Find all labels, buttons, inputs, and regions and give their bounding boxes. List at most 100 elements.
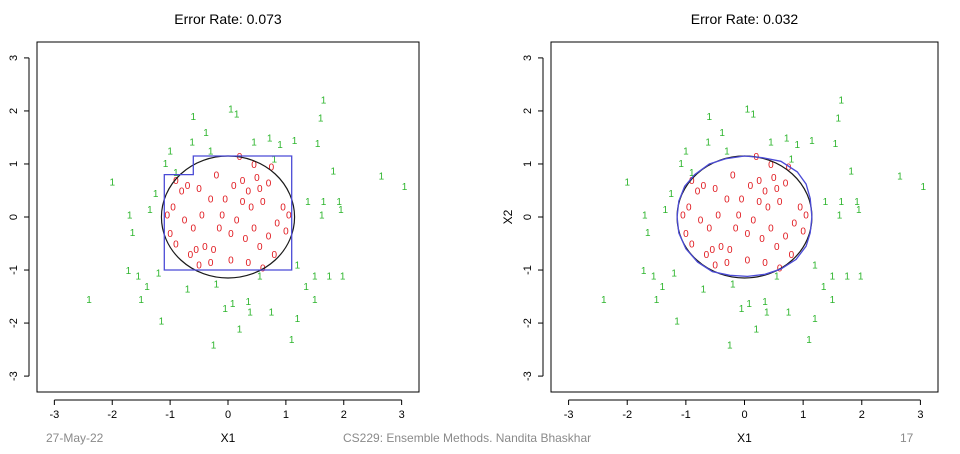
data-point-class-1: 1	[671, 269, 677, 280]
data-point-class-1: 1	[689, 168, 695, 179]
data-point-class-1: 1	[739, 304, 745, 315]
data-point-class-1: 1	[303, 282, 309, 293]
data-point-class-1: 1	[315, 139, 321, 150]
x-axis-label: X1	[737, 431, 752, 445]
data-point-class-1: 1	[203, 128, 209, 139]
data-point-class-0: 0	[783, 232, 789, 243]
data-point-class-1: 1	[277, 140, 283, 151]
data-point-class-0: 0	[701, 181, 707, 192]
data-point-class-1: 1	[251, 138, 257, 149]
data-point-class-1: 1	[897, 172, 903, 183]
data-point-class-1: 1	[153, 189, 159, 200]
data-point-class-1: 1	[228, 104, 234, 115]
y-tick-label: -1	[522, 265, 534, 275]
data-point-class-1: 1	[126, 266, 132, 277]
x-tick-label: 2	[859, 409, 865, 421]
data-point-class-1: 1	[724, 147, 730, 158]
data-point-class-0: 0	[745, 229, 751, 240]
data-point-class-1: 1	[189, 138, 195, 149]
data-point-class-0: 0	[211, 245, 217, 256]
data-point-class-0: 0	[698, 216, 704, 227]
data-point-class-1: 1	[654, 295, 660, 306]
x-tick-label: 3	[917, 409, 923, 421]
y-tick-label: 0	[8, 214, 20, 220]
x-tick-label: 1	[800, 409, 806, 421]
data-point-class-0: 0	[248, 202, 254, 213]
x-axis-label: X1	[221, 431, 236, 445]
data-point-class-1: 1	[786, 307, 792, 318]
data-point-class-1: 1	[774, 271, 780, 282]
data-point-class-0: 0	[689, 240, 695, 251]
data-point-class-0: 0	[680, 210, 686, 221]
data-point-class-0: 0	[283, 226, 289, 237]
data-point-class-1: 1	[784, 133, 790, 144]
data-point-class-1: 1	[858, 271, 864, 282]
data-point-class-0: 0	[217, 224, 223, 235]
data-point-class-1: 1	[138, 295, 144, 306]
data-point-class-0: 0	[724, 258, 730, 269]
data-point-class-1: 1	[701, 285, 707, 296]
x-tick-label: 3	[399, 409, 405, 421]
data-point-class-0: 0	[190, 224, 196, 235]
data-point-class-0: 0	[214, 171, 220, 182]
data-point-class-1: 1	[601, 295, 607, 306]
data-point-class-1: 1	[305, 197, 311, 208]
data-point-class-0: 0	[173, 176, 179, 187]
data-point-class-1: 1	[794, 140, 800, 151]
data-point-class-0: 0	[751, 216, 757, 227]
data-point-class-1: 1	[833, 139, 839, 150]
data-point-class-1: 1	[295, 261, 301, 272]
data-point-class-0: 0	[208, 258, 214, 269]
data-point-class-1: 1	[809, 136, 815, 147]
data-point-class-1: 1	[327, 271, 333, 282]
chart-panel-1: Error Rate: 0.073-3 -2 -1 0 1 2 3-3-2-10123X11…	[8, 11, 420, 445]
data-point-class-0: 0	[789, 250, 795, 261]
data-point-class-1: 1	[163, 159, 169, 170]
data-point-class-0: 0	[712, 261, 718, 272]
data-point-class-1: 1	[806, 335, 812, 346]
data-point-class-0: 0	[792, 218, 798, 229]
data-point-class-1: 1	[127, 210, 133, 221]
data-point-class-1: 1	[838, 95, 844, 106]
data-point-class-1: 1	[651, 271, 657, 282]
data-point-class-0: 0	[774, 242, 780, 253]
data-point-class-0: 0	[185, 181, 191, 192]
data-point-class-0: 0	[173, 240, 179, 251]
data-point-class-1: 1	[338, 205, 344, 216]
y-tick-label: 3	[522, 55, 534, 61]
data-point-class-1: 1	[340, 271, 346, 282]
x-tick-label: -1	[165, 409, 175, 421]
data-point-class-0: 0	[718, 242, 724, 253]
x-tick-label: -2	[622, 409, 632, 421]
data-point-class-0: 0	[686, 202, 692, 213]
data-point-class-1: 1	[823, 197, 829, 208]
data-point-class-1: 1	[257, 271, 263, 282]
data-point-class-1: 1	[830, 271, 836, 282]
data-point-class-1: 1	[319, 210, 325, 221]
data-point-class-1: 1	[641, 266, 647, 277]
footer-date: 27-May-22	[46, 431, 104, 445]
data-point-class-0: 0	[704, 250, 710, 261]
y-tick-label: 2	[8, 108, 20, 114]
data-point-class-0: 0	[759, 234, 765, 245]
data-point-class-0: 0	[170, 202, 176, 213]
data-point-class-1: 1	[844, 271, 850, 282]
data-point-class-0: 0	[199, 210, 205, 221]
data-point-class-0: 0	[231, 181, 237, 192]
data-point-class-0: 0	[257, 242, 263, 253]
data-point-class-0: 0	[771, 173, 777, 184]
data-point-class-0: 0	[245, 186, 251, 197]
data-point-class-0: 0	[196, 184, 202, 195]
data-point-class-1: 1	[645, 228, 651, 239]
data-point-class-0: 0	[208, 194, 214, 205]
data-point-class-1: 1	[727, 340, 733, 351]
data-point-class-0: 0	[783, 179, 789, 190]
data-point-class-1: 1	[379, 172, 385, 183]
y-tick-label: -1	[8, 265, 20, 275]
data-point-class-1: 1	[730, 279, 736, 290]
chart-panel-2: Error Rate: 0.032-3 -2 -1 0 1 2 3-3-2-10123X1X…	[501, 11, 939, 445]
data-point-class-0: 0	[695, 186, 701, 197]
data-point-class-1: 1	[331, 166, 337, 177]
y-axis-label: X2	[501, 209, 515, 224]
y-tick-label: -3	[522, 371, 534, 381]
